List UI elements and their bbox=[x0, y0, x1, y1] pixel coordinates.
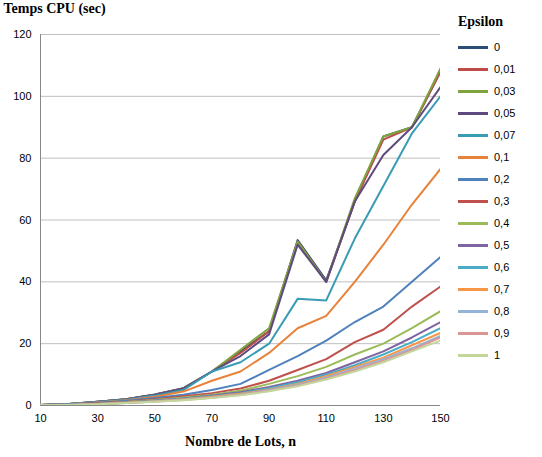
html-text:0,7: 0,7 bbox=[494, 283, 510, 295]
svg-text:30: 30 bbox=[92, 412, 104, 424]
html-text:Epsilon: Epsilon bbox=[458, 14, 504, 29]
html-text:0,4: 0,4 bbox=[494, 217, 510, 229]
svg-text:100: 100 bbox=[13, 90, 31, 102]
svg-text:0: 0 bbox=[25, 399, 31, 411]
html-text:0,8: 0,8 bbox=[494, 305, 510, 317]
html-text:0,6: 0,6 bbox=[494, 261, 510, 273]
html-text:0,1: 0,1 bbox=[494, 151, 510, 163]
svg-text:40: 40 bbox=[19, 275, 31, 287]
svg-text:Temps CPU (sec): Temps CPU (sec) bbox=[4, 1, 106, 17]
svg-text:70: 70 bbox=[206, 412, 218, 424]
html-text:0,9: 0,9 bbox=[494, 327, 510, 339]
html-text:0,07: 0,07 bbox=[494, 129, 516, 141]
svg-text:130: 130 bbox=[374, 412, 392, 424]
html-text:1: 1 bbox=[494, 349, 501, 361]
html-text:0,01: 0,01 bbox=[494, 63, 516, 75]
svg-text:10: 10 bbox=[34, 412, 46, 424]
svg-text:90: 90 bbox=[263, 412, 275, 424]
svg-text:50: 50 bbox=[149, 412, 161, 424]
html-text:0,2: 0,2 bbox=[494, 173, 510, 185]
svg-text:20: 20 bbox=[19, 337, 31, 349]
svg-text:60: 60 bbox=[19, 214, 31, 226]
html-text:0,05: 0,05 bbox=[494, 107, 516, 119]
html-text:0,3: 0,3 bbox=[494, 195, 510, 207]
html-text:0,5: 0,5 bbox=[494, 239, 510, 251]
svg-text:Nombre de Lots, n: Nombre de Lots, n bbox=[185, 434, 296, 449]
svg-text:110: 110 bbox=[317, 412, 335, 424]
svg-text:150: 150 bbox=[431, 412, 449, 424]
html-text:0: 0 bbox=[494, 41, 501, 53]
svg-text:120: 120 bbox=[13, 28, 31, 40]
html-text:0,03: 0,03 bbox=[494, 85, 516, 97]
svg-text:80: 80 bbox=[19, 152, 31, 164]
